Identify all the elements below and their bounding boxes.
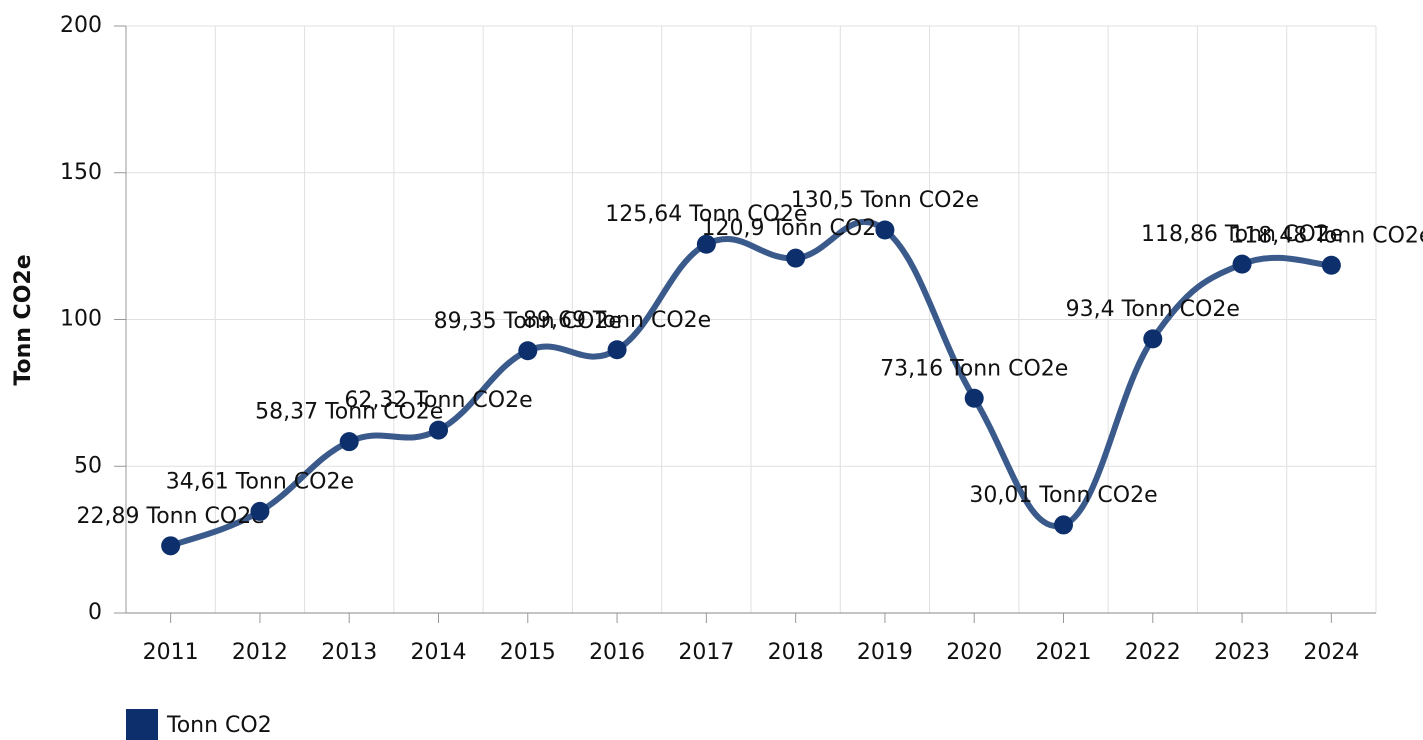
- data-point: [696, 234, 716, 254]
- data-point: [518, 341, 538, 361]
- x-tick-label: 2021: [1036, 640, 1092, 665]
- data-point: [1054, 515, 1073, 535]
- y-axis-title: Tonn CO2e: [11, 254, 36, 385]
- y-tick-label: 100: [60, 307, 102, 332]
- data-point: [339, 432, 359, 452]
- data-label: 30,01 Tonn CO2e: [969, 483, 1157, 508]
- data-label: 93,4 Tonn CO2e: [1066, 297, 1240, 322]
- y-tick-label: 200: [60, 13, 102, 38]
- legend-swatch: [126, 709, 158, 740]
- x-tick-label: 2013: [321, 640, 377, 665]
- data-point: [964, 388, 984, 408]
- data-label: 73,16 Tonn CO2e: [880, 356, 1068, 381]
- x-tick-label: 2017: [678, 640, 734, 665]
- x-tick-label: 2015: [500, 640, 556, 665]
- data-point: [429, 420, 448, 440]
- data-label: 118,86 Tonn CO2e: [1141, 222, 1343, 247]
- data-point: [161, 536, 181, 556]
- data-label: 62,32 Tonn CO2e: [344, 388, 532, 413]
- y-tick-label: 150: [60, 160, 102, 185]
- x-tick-label: 2016: [589, 640, 645, 665]
- data-label: 58,37 Tonn CO2e: [255, 400, 443, 425]
- data-point: [1321, 255, 1341, 275]
- x-tick-label: 2024: [1303, 640, 1359, 665]
- data-point: [1143, 329, 1163, 349]
- data-label: 22,89 Tonn CO2e: [77, 504, 265, 529]
- data-label: 118,48 Tonn CO2e: [1230, 223, 1423, 248]
- data-label: 34,61 Tonn CO2e: [166, 469, 354, 494]
- x-tick-label: 2018: [768, 640, 824, 665]
- data-label: 89,69 Tonn CO2e: [523, 308, 711, 333]
- x-tick-label: 2023: [1214, 640, 1270, 665]
- x-tick-label: 2014: [411, 640, 467, 665]
- x-tick-label: 2019: [857, 640, 913, 665]
- data-point: [1232, 254, 1252, 274]
- data-label: 120,9 Tonn CO2e: [702, 216, 890, 241]
- y-tick-label: 50: [74, 453, 102, 478]
- data-point: [786, 248, 806, 268]
- x-tick-label: 2012: [232, 640, 288, 665]
- legend-label: Tonn CO2: [166, 713, 272, 738]
- data-point: [875, 220, 895, 240]
- x-tick-label: 2020: [946, 640, 1002, 665]
- data-label: 130,5 Tonn CO2e: [791, 188, 979, 213]
- data-label: 89,35 Tonn CO2e: [434, 309, 622, 334]
- x-tick-label: 2022: [1125, 640, 1181, 665]
- y-tick-label: 0: [88, 600, 102, 625]
- data-point: [250, 501, 270, 521]
- x-tick-label: 2011: [143, 640, 199, 665]
- data-point: [607, 340, 627, 360]
- data-label: 125,64 Tonn CO2e: [605, 202, 807, 227]
